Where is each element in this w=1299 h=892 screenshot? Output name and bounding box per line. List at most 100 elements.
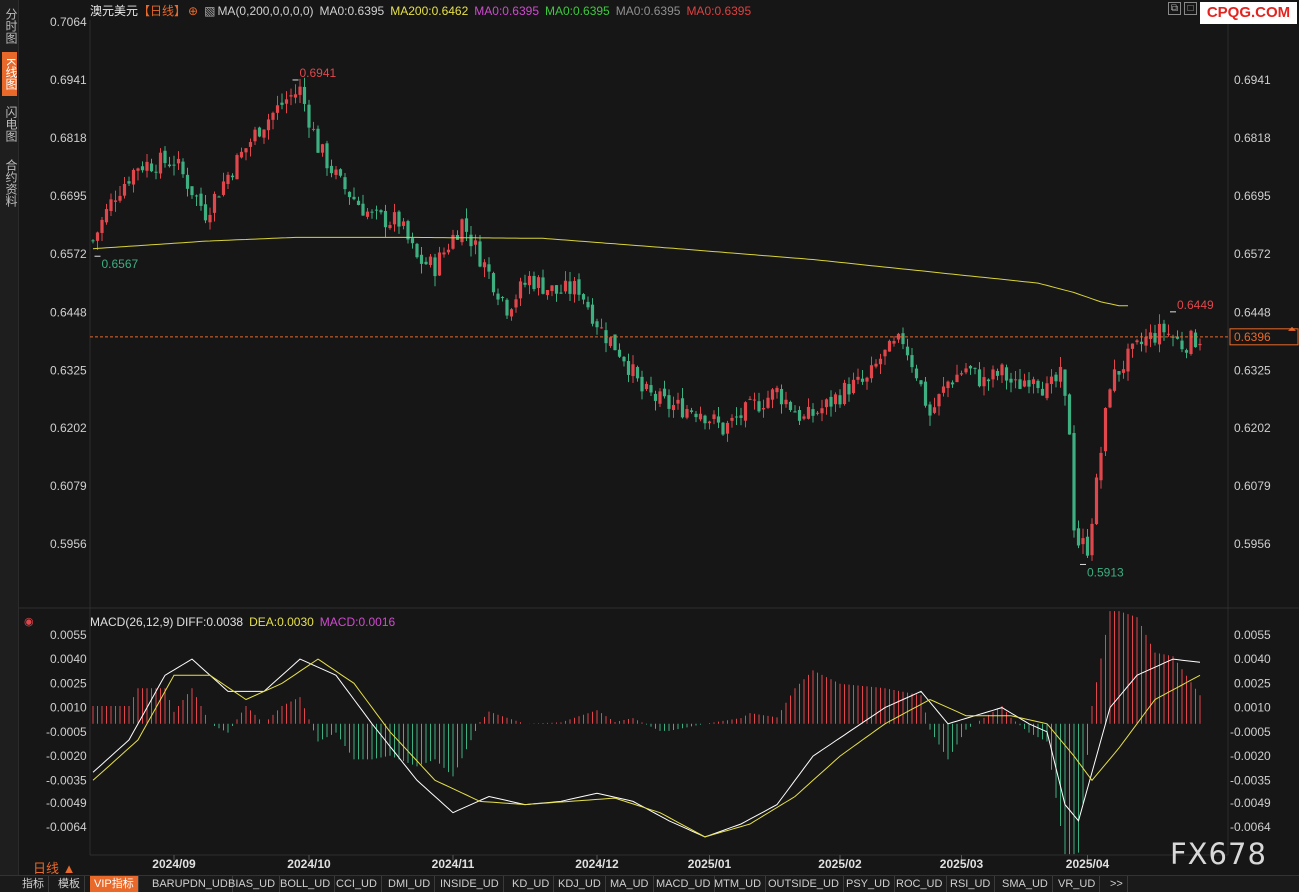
chart-type-sidebar: 分时图 K线图 闪电图 合约资料 xyxy=(0,0,19,875)
candle-body xyxy=(959,373,964,375)
indicator-tab-14[interactable]: OUTSIDE_UD xyxy=(764,876,844,892)
candle-body xyxy=(1148,332,1153,340)
candle-body xyxy=(775,387,779,393)
candle-body xyxy=(1009,378,1013,383)
macd-dea-line xyxy=(92,658,1201,838)
candle-body xyxy=(509,309,514,317)
maximize-icon[interactable]: □ xyxy=(1184,2,1197,15)
candle-body xyxy=(1184,350,1189,353)
candle-body xyxy=(653,393,658,401)
indicator-tab-12[interactable]: MACD_UD xyxy=(652,876,716,892)
period-name[interactable]: 【日线】 xyxy=(138,4,187,18)
current-price-arrow-icon xyxy=(1288,326,1296,331)
ma-params-icon[interactable]: ▧ xyxy=(204,4,216,18)
candle-body xyxy=(901,333,905,345)
candle-body xyxy=(874,363,878,367)
candle-body xyxy=(923,381,928,406)
candle-body xyxy=(973,367,977,369)
candle-body xyxy=(586,301,590,308)
candle-body xyxy=(190,186,194,196)
candle-body xyxy=(689,410,694,412)
candle-body xyxy=(833,394,838,405)
settings-icon[interactable]: ⊕ xyxy=(188,4,199,18)
candle-body xyxy=(968,365,973,369)
candle-body xyxy=(986,379,991,382)
macd-name: MACD(26,12,9) xyxy=(90,615,174,629)
candle-body xyxy=(1121,369,1126,373)
indicator-tab-1[interactable]: 模板 xyxy=(54,876,85,892)
indicator-tab-18[interactable]: SMA_UD xyxy=(998,876,1053,892)
candle-body xyxy=(289,95,293,97)
candle-body xyxy=(307,104,311,128)
indicator-tab-4[interactable]: BIAS_UD xyxy=(224,876,281,892)
restore-icon[interactable]: ⧉ xyxy=(1168,2,1181,15)
candle-body xyxy=(892,341,896,344)
candle-body xyxy=(905,346,910,356)
candle-body xyxy=(1135,340,1139,343)
candle-body xyxy=(406,221,410,240)
ma200-line xyxy=(92,236,1128,307)
candles-group xyxy=(91,77,1202,561)
indicator-tab-19[interactable]: VR_UD xyxy=(1054,876,1101,892)
candle-body xyxy=(784,399,788,405)
candle-body xyxy=(329,165,334,174)
macd-settings-icon[interactable]: ◉ xyxy=(24,616,34,628)
candle-body xyxy=(478,241,482,267)
candle-body xyxy=(424,261,428,265)
indicator-tab-9[interactable]: KD_UD xyxy=(508,876,555,892)
indicator-tab-16[interactable]: ROC_UD xyxy=(892,876,948,892)
candle-body xyxy=(977,369,982,387)
candle-body xyxy=(298,86,302,95)
candle-body xyxy=(482,262,487,268)
candle-body xyxy=(1175,336,1180,339)
candle-body xyxy=(230,175,235,178)
indicator-tab-3[interactable]: BARUPDN_UD xyxy=(148,876,233,892)
candle-body xyxy=(1072,433,1076,531)
candle-body xyxy=(541,277,545,294)
candle-body xyxy=(550,285,554,291)
candle-body xyxy=(410,238,415,244)
candle-body xyxy=(217,196,221,198)
indicator-tab-8[interactable]: INSIDE_UD xyxy=(436,876,504,892)
candle-body xyxy=(473,240,478,245)
candle-body xyxy=(694,413,698,418)
candle-body xyxy=(824,399,829,408)
indicator-tab-10[interactable]: KDJ_UD xyxy=(554,876,606,892)
indicator-tab-20[interactable]: >> xyxy=(1106,876,1128,892)
indicator-tab-13[interactable]: MTM_UD xyxy=(710,876,767,892)
macd-value: MACD:0.0016 xyxy=(319,615,396,629)
tab-timeshare[interactable]: 分时图 xyxy=(4,8,18,44)
indicator-tab-17[interactable]: RSI_UD xyxy=(946,876,996,892)
indicator-tab-2[interactable]: VIP指标 xyxy=(90,876,139,892)
candle-body xyxy=(1058,366,1063,382)
indicator-tab-7[interactable]: DMI_UD xyxy=(384,876,436,892)
period-selector[interactable]: 日线 ▲ xyxy=(33,861,76,876)
candle-body xyxy=(433,257,437,277)
candle-body xyxy=(757,401,761,412)
candle-body xyxy=(1180,340,1184,350)
candle-body xyxy=(491,273,496,293)
tab-kline[interactable]: K线图 xyxy=(2,52,18,96)
logo: CPQG.COM xyxy=(1200,2,1297,24)
price-ytick-right-3: 0.6695 xyxy=(1234,189,1271,203)
candle-body xyxy=(532,275,536,290)
candle-body xyxy=(914,368,919,379)
indicator-tab-6[interactable]: CCI_UD xyxy=(332,876,382,892)
candle-body xyxy=(658,391,662,404)
candle-body xyxy=(941,386,946,393)
tab-contract-info[interactable]: 合约资料 xyxy=(4,159,18,207)
ma-value-6: MA0:0.6395 xyxy=(686,4,752,18)
candle-body xyxy=(95,232,100,241)
candle-body xyxy=(1099,452,1103,481)
ma-value-3: MA0:0.6395 xyxy=(474,4,539,18)
tab-flash-chart[interactable]: 闪电图 xyxy=(4,106,18,142)
indicator-tab-15[interactable]: PSY_UD xyxy=(842,876,896,892)
indicator-tab-5[interactable]: BOLL_UD xyxy=(276,876,336,892)
candle-body xyxy=(163,150,167,164)
candle-body xyxy=(451,234,455,249)
indicator-tab-11[interactable]: MA_UD xyxy=(606,876,654,892)
indicator-tab-0[interactable]: 指标 xyxy=(18,876,49,892)
macd-ytick-right-5: -0.0020 xyxy=(1230,749,1271,763)
candle-body xyxy=(1198,343,1202,346)
